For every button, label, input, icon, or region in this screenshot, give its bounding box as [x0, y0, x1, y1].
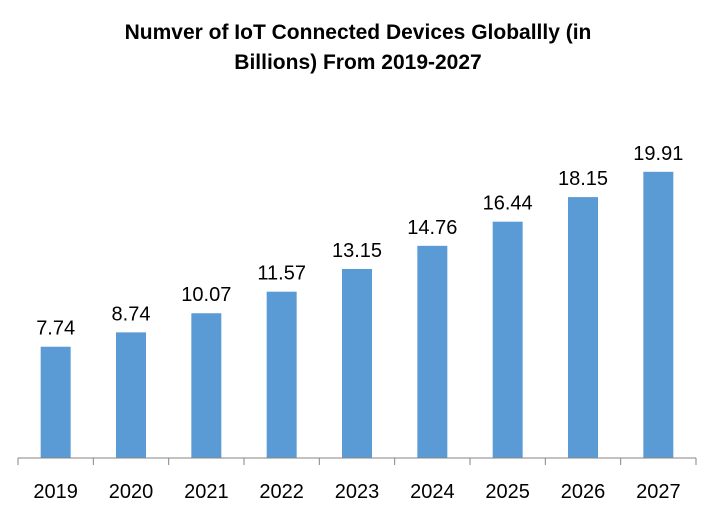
- x-tick-label-2025: 2025: [485, 481, 530, 503]
- data-label-2027: 19.91: [633, 143, 683, 165]
- data-label-2021: 10.07: [181, 284, 231, 306]
- x-tick-label-2027: 2027: [636, 481, 681, 503]
- bar-2026: [568, 197, 598, 458]
- x-tick-label-2020: 2020: [109, 481, 154, 503]
- bar-2022: [266, 291, 297, 458]
- bar-2024: [417, 245, 448, 458]
- x-tick-label-2023: 2023: [335, 481, 380, 503]
- chart-title-line1: Numver of IoT Connected Devices Globalll…: [124, 21, 592, 44]
- x-tick-label-2024: 2024: [410, 481, 455, 503]
- x-tick-label-2021: 2021: [184, 481, 229, 503]
- data-label-2025: 16.44: [483, 193, 533, 215]
- bar-2020: [116, 332, 146, 458]
- bar-2023: [342, 268, 372, 458]
- data-label-2022: 11.57: [257, 263, 306, 285]
- data-label-2023: 13.15: [332, 240, 382, 262]
- bar-2027: [643, 171, 674, 458]
- data-label-2024: 14.76: [407, 217, 457, 239]
- data-label-2019: 7.74: [36, 318, 75, 340]
- chart-title: Numver of IoT Connected Devices Globalll…: [0, 18, 716, 78]
- x-tick-label-2022: 2022: [259, 481, 304, 503]
- bar-2025: [492, 221, 523, 458]
- data-label-2026: 18.15: [558, 168, 608, 190]
- data-label-2020: 8.74: [112, 303, 151, 325]
- bar-2021: [191, 313, 222, 458]
- x-tick-label-2019: 2019: [33, 481, 78, 503]
- bar-2019: [40, 346, 71, 458]
- x-tick-label-2026: 2026: [561, 481, 606, 503]
- chart-title-line2: Billions) From 2019-2027: [234, 51, 482, 74]
